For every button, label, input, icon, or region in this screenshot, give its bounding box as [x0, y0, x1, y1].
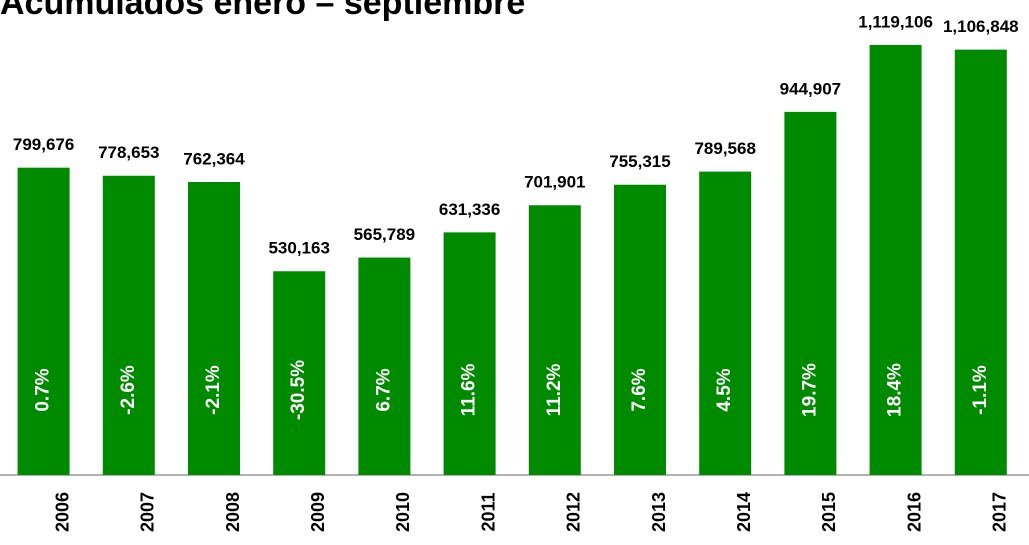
x-tick-label: 2013: [649, 492, 669, 532]
bar: [273, 271, 326, 475]
bar: [528, 205, 581, 475]
value-label: 631,336: [439, 200, 500, 219]
x-tick-label: 2007: [138, 492, 158, 532]
x-tick-label: 2010: [393, 492, 413, 532]
x-tick-label: 2008: [223, 492, 243, 532]
change-label: 0.7%: [33, 368, 54, 411]
bar: [869, 44, 922, 476]
value-label: 944,907: [780, 79, 841, 98]
bar: [102, 175, 155, 475]
value-label: 778,653: [98, 143, 159, 162]
x-tick-label: 2006: [52, 492, 72, 532]
bar: [784, 111, 837, 476]
bar: [699, 171, 752, 476]
bar: [17, 167, 70, 475]
x-tick-label: 2014: [734, 492, 754, 532]
bar: [443, 232, 496, 475]
change-label: 4.5%: [714, 368, 735, 411]
x-tick-label: 2016: [904, 492, 924, 532]
change-label: -2.1%: [203, 365, 224, 415]
change-label: 7.6%: [629, 368, 650, 411]
change-label: -30.5%: [288, 360, 309, 420]
bar: [954, 49, 1007, 475]
bar: [188, 182, 240, 475]
value-label: 1,119,106: [858, 12, 933, 31]
value-label: 762,364: [183, 150, 245, 169]
x-tick-label: 2009: [308, 492, 328, 532]
x-tick-label: 2012: [564, 492, 584, 532]
change-label: -2.6%: [118, 365, 139, 415]
x-tick-label: 2015: [819, 492, 839, 532]
value-label: 1,106,848: [943, 17, 1019, 36]
change-label: -1.1%: [970, 365, 991, 415]
change-label: 11.2%: [544, 363, 565, 416]
x-tick-label: 2017: [990, 492, 1010, 532]
change-label: 6.7%: [373, 368, 394, 411]
value-label: 755,315: [609, 152, 670, 171]
value-label: 565,789: [354, 225, 415, 244]
change-label: 19.7%: [799, 363, 820, 417]
bar: [614, 184, 666, 476]
value-label: 701,901: [524, 173, 585, 192]
bar: [358, 257, 411, 475]
chart-title: Acumulados enero – septiembre: [0, 0, 525, 22]
value-label: 530,163: [268, 239, 329, 258]
value-label: 789,568: [694, 139, 755, 158]
value-label: 799,676: [13, 135, 74, 154]
x-tick-label: 2011: [478, 492, 498, 531]
change-label: 11.6%: [459, 363, 480, 416]
change-label: 18.4%: [885, 363, 906, 417]
